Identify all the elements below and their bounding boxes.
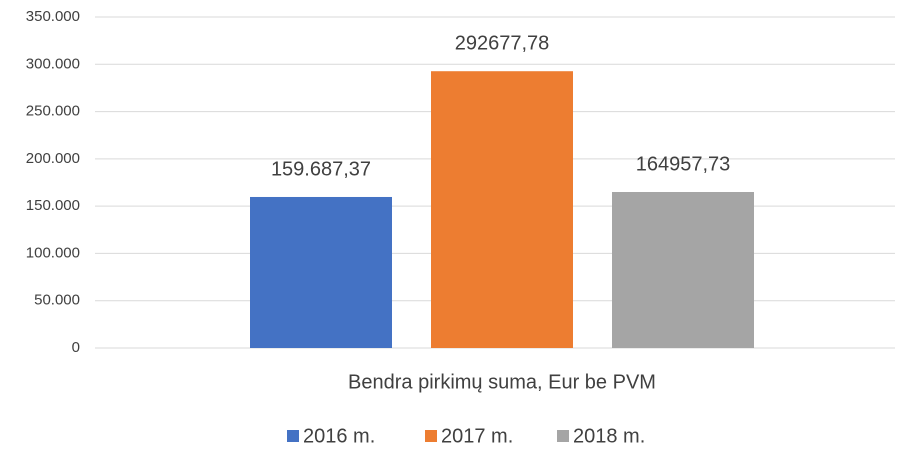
data-label: 292677,78 — [455, 32, 550, 54]
legend-label: 2017 m. — [441, 425, 513, 447]
legend-swatch — [425, 430, 437, 442]
bar — [431, 71, 573, 348]
y-tick-label: 150.000 — [26, 197, 80, 214]
y-tick-label: 50.000 — [34, 292, 80, 309]
x-tick-label: Bendra pirkimų suma, Eur be PVM — [348, 371, 656, 393]
y-tick-label: 250.000 — [26, 103, 80, 120]
data-label: 164957,73 — [636, 153, 731, 175]
legend-swatch — [557, 430, 569, 442]
bar — [250, 196, 392, 348]
legend-swatch — [287, 430, 299, 442]
y-tick-label: 100.000 — [26, 244, 80, 261]
legend-label: 2018 m. — [573, 425, 645, 447]
y-tick-label: 0 — [72, 339, 80, 356]
data-label: 159.687,37 — [271, 158, 371, 180]
y-tick-label: 350.000 — [26, 8, 80, 25]
y-tick-label: 200.000 — [26, 150, 80, 167]
bar — [612, 191, 754, 348]
legend-label: 2016 m. — [303, 425, 375, 447]
y-tick-label: 300.000 — [26, 55, 80, 72]
